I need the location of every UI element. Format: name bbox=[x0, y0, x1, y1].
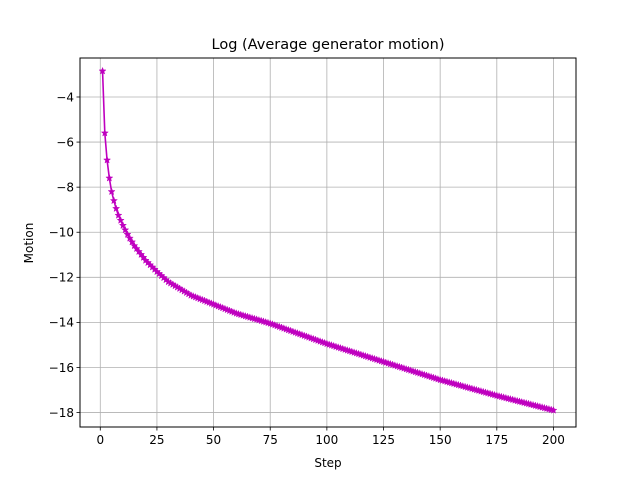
y-tick-label-2: −14 bbox=[49, 316, 74, 330]
x-axis: 0 25 50 75 100 125 150 175 200 bbox=[96, 427, 565, 447]
x-tick-label-5: 125 bbox=[372, 433, 395, 447]
data-point-8 bbox=[114, 211, 123, 219]
data-point-4 bbox=[105, 173, 114, 182]
y-tick-label-1: −16 bbox=[49, 361, 74, 375]
x-tick-label-7: 175 bbox=[485, 433, 508, 447]
data-point-2 bbox=[100, 128, 109, 137]
y-axis: −18 −16 −14 −12 −10 −8 −6 −4 bbox=[49, 90, 80, 420]
x-tick-label-1: 25 bbox=[149, 433, 164, 447]
x-tick-label-0: 0 bbox=[96, 433, 104, 447]
x-axis-label: Step bbox=[314, 456, 341, 470]
data-point-5 bbox=[107, 187, 116, 196]
plot-frame bbox=[79, 57, 577, 428]
data-point-15 bbox=[130, 241, 139, 250]
data-point-12 bbox=[123, 230, 132, 238]
x-tick-label-2: 50 bbox=[206, 433, 221, 447]
x-tick-label-8: 200 bbox=[542, 433, 565, 447]
data-point-19 bbox=[139, 253, 148, 261]
data-point-6 bbox=[109, 196, 118, 205]
data-point-14 bbox=[127, 237, 137, 246]
data-point-16 bbox=[132, 244, 141, 253]
y-tick-label-4: −10 bbox=[49, 226, 74, 240]
data-point-11 bbox=[121, 225, 130, 234]
x-tick-label-6: 150 bbox=[429, 433, 452, 447]
x-tick-label-4: 100 bbox=[315, 433, 338, 447]
series-layer bbox=[98, 66, 558, 414]
data-point-7 bbox=[112, 204, 121, 213]
data-point-17 bbox=[134, 247, 143, 256]
y-tick-label-3: −12 bbox=[49, 271, 74, 285]
data-point-1 bbox=[98, 66, 107, 75]
data-point-9 bbox=[116, 216, 125, 224]
data-point-3 bbox=[102, 155, 112, 164]
grid bbox=[80, 58, 576, 427]
y-tick-label-5: −8 bbox=[56, 180, 74, 194]
y-tick-label-0: −18 bbox=[49, 406, 74, 420]
data-point-10 bbox=[118, 221, 128, 229]
x-tick-label-3: 75 bbox=[263, 433, 278, 447]
data-point-13 bbox=[125, 233, 134, 242]
chart-title: Log (Average generator motion) bbox=[212, 37, 445, 53]
y-tick-label-7: −4 bbox=[56, 90, 74, 104]
y-tick-label-6: −6 bbox=[56, 135, 74, 149]
y-axis-label: Motion bbox=[22, 223, 36, 264]
data-point-18 bbox=[136, 250, 146, 259]
data-point-200 bbox=[549, 406, 558, 414]
